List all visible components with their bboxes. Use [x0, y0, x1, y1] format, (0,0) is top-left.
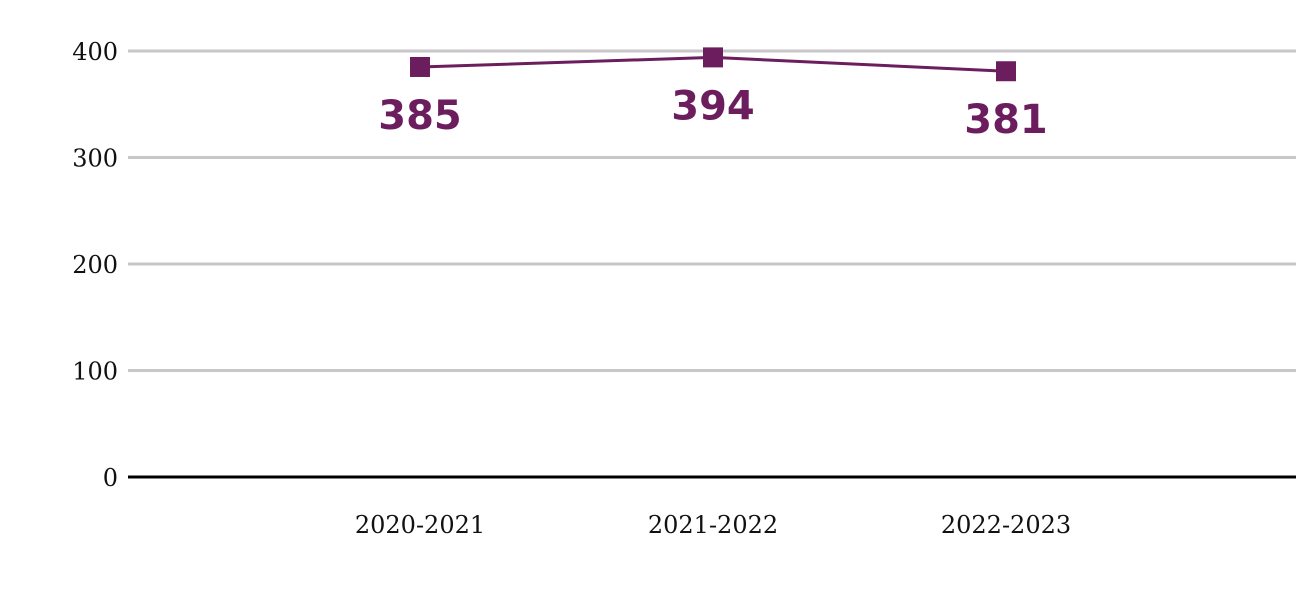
data-point-marker: [410, 56, 430, 77]
y-axis-tick-labels: 0 100 200 300 400: [72, 38, 118, 492]
x-axis-tick-labels: 2020-2021 2021-2022 2022-2023: [355, 511, 1071, 539]
y-tick-label: 100: [72, 358, 118, 386]
x-tick-label: 2020-2021: [355, 511, 485, 539]
x-tick-label: 2021-2022: [648, 511, 778, 539]
y-tick-label: 400: [72, 38, 118, 66]
y-tick-label: 200: [72, 251, 118, 279]
data-point-marker: [996, 61, 1016, 82]
series-markers: [410, 47, 1016, 82]
data-labels: 385 394 381: [378, 83, 1048, 143]
data-point-marker: [703, 47, 723, 68]
x-tick-label: 2022-2023: [941, 511, 1071, 539]
data-label: 381: [964, 97, 1048, 143]
data-label: 385: [378, 93, 462, 139]
data-label: 394: [671, 83, 755, 129]
y-tick-label: 0: [103, 464, 118, 492]
y-tick-label: 300: [72, 145, 118, 173]
